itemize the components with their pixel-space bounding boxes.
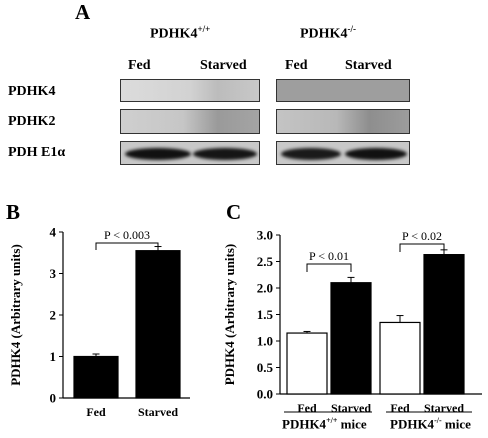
blot-wt-pdhk2 [120, 109, 260, 134]
significance-label: P < 0.01 [309, 249, 349, 263]
significance-bracket [306, 263, 352, 272]
lane-label-wt-starved: Starved [200, 58, 247, 73]
y-tick-label: 0.0 [257, 387, 273, 402]
y-tick-label: 1.0 [257, 334, 273, 349]
y-tick-label: 3 [50, 266, 57, 281]
bar [423, 254, 465, 395]
significance-label: P < 0.003 [104, 228, 150, 242]
y-axis-label: PDHK4 (Arbitrary units) [8, 244, 23, 386]
ko-genotype-label: PDHK4-/- [300, 24, 356, 42]
lane-label-ko-starved: Starved [345, 58, 392, 73]
x-tick-label: Starved [424, 401, 464, 415]
row-label-pdhk2: PDHK2 [8, 114, 56, 129]
panel-c-letter: C [226, 200, 242, 224]
y-tick-label: 4 [50, 225, 57, 240]
x-tick-label: Starved [138, 405, 178, 419]
y-tick-label: 1 [50, 349, 57, 364]
bar [379, 321, 421, 395]
lane-label-wt-fed: Fed [128, 58, 151, 73]
y-tick-label: 3.0 [257, 228, 273, 243]
x-tick-label: Fed [86, 405, 106, 419]
y-tick-label: 0.5 [257, 360, 274, 375]
lane-label-ko-fed: Fed [285, 58, 308, 73]
y-tick-label: 2 [50, 308, 57, 323]
panel-b-letter: B [6, 200, 21, 224]
blot-ko-pdhk4 [276, 79, 410, 102]
blot-ko-pdh-e1a [276, 141, 410, 165]
y-tick-label: 1.5 [257, 307, 274, 322]
y-tick-label: 2.5 [257, 254, 274, 269]
blot-wt-pdh-e1a [120, 141, 260, 165]
wt-genotype-label: PDHK4+/+ [150, 24, 211, 42]
row-label-pdhk4: PDHK4 [8, 84, 56, 99]
significance-bracket [95, 242, 159, 250]
blot-wt-pdhk4 [120, 79, 260, 102]
panel-a-letter: A [75, 0, 91, 24]
x-tick-label: Fed [390, 401, 410, 415]
group-label-ko-mice: PDHK4-/- mice [390, 416, 471, 432]
y-tick-label: 0 [50, 391, 57, 406]
bar [286, 332, 328, 395]
x-tick-label: Starved [331, 401, 371, 415]
y-axis-label: PDHK4 (Arbitrary units) [222, 244, 237, 386]
blot-ko-pdhk2 [276, 109, 410, 134]
significance-bracket [399, 243, 445, 252]
row-label-pdh-e1a: PDH E1α [8, 145, 66, 160]
x-tick-label: Fed [297, 401, 317, 415]
y-tick-label: 2.0 [257, 281, 273, 296]
significance-label: P < 0.02 [402, 229, 442, 243]
group-label-wt-mice: PDHK4+/+ mice [282, 416, 367, 432]
bar [330, 282, 372, 395]
